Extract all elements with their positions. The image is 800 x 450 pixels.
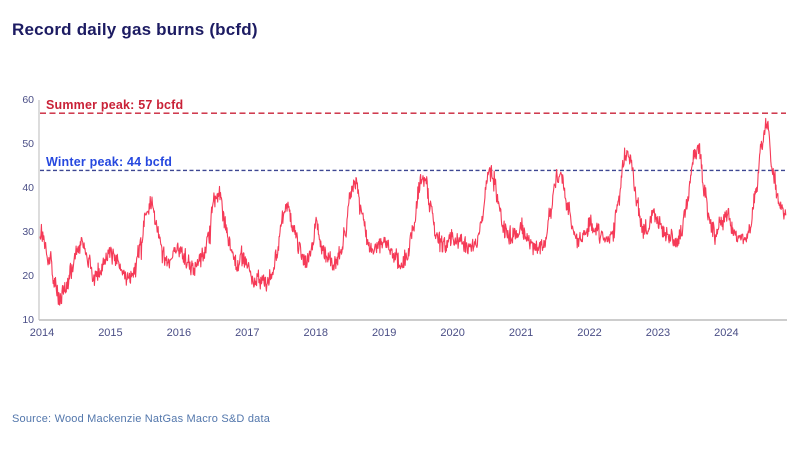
- y-tick-label: 40: [22, 182, 34, 194]
- x-tick-label: 2015: [98, 327, 123, 339]
- winter-peak-annotation: Winter peak: 44 bcfd: [46, 155, 173, 169]
- y-tick-label: 20: [22, 270, 34, 282]
- y-tick-label: 30: [22, 226, 34, 238]
- x-tick-label: 2024: [714, 327, 739, 339]
- source-note: Source: Wood Mackenzie NatGas Macro S&D …: [12, 413, 271, 425]
- y-tick-label: 60: [22, 94, 34, 106]
- summer-peak-annotation: Summer peak: 57 bcfd: [46, 98, 184, 112]
- chart-title: Record daily gas burns (bcfd): [12, 20, 258, 39]
- x-tick-label: 2017: [235, 327, 260, 339]
- x-tick-label: 2022: [577, 327, 602, 339]
- x-tick-label: 2016: [166, 327, 192, 339]
- x-tick-label: 2023: [645, 327, 671, 339]
- y-tick-label: 10: [22, 314, 34, 326]
- x-tick-label: 2018: [303, 327, 328, 339]
- y-tick-label: 50: [22, 138, 34, 150]
- gas-burns-series-line: [39, 117, 787, 306]
- x-tick-label: 2019: [371, 327, 397, 339]
- x-tick-label: 2021: [508, 327, 534, 339]
- x-tick-label: 2014: [29, 327, 55, 339]
- x-tick-label: 2020: [440, 327, 465, 339]
